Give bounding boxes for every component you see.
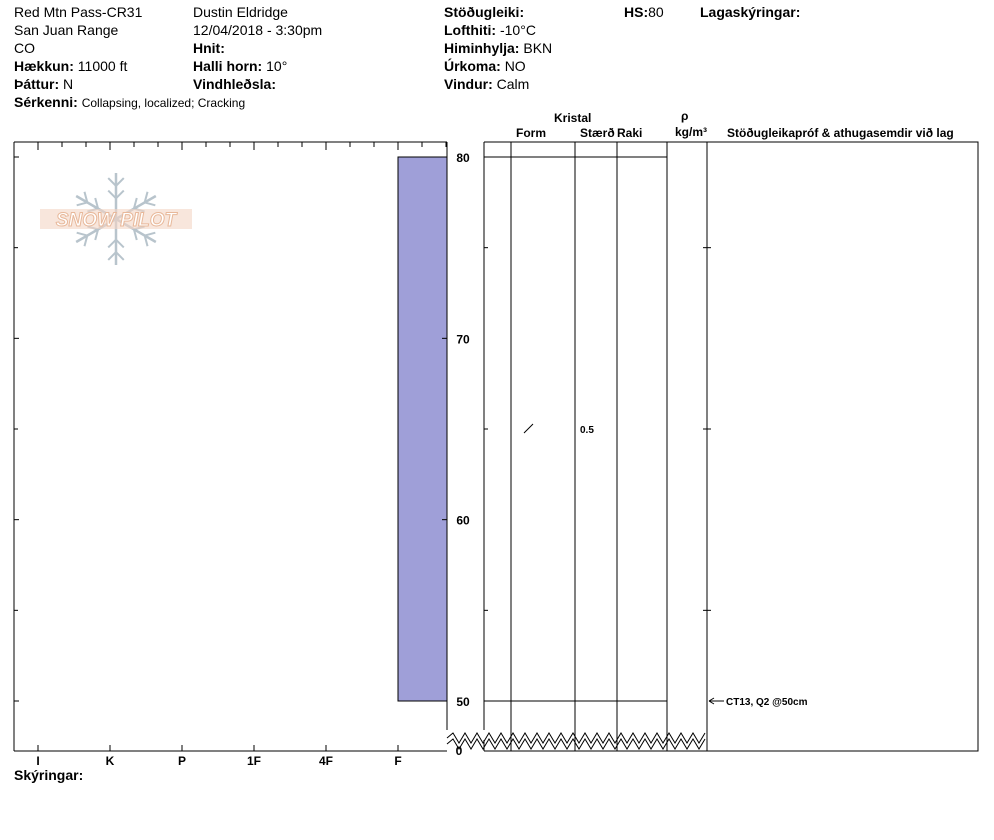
depth-label-50: 50 bbox=[456, 695, 470, 709]
crystal-columns bbox=[483, 141, 979, 752]
tests-header: Stöðugleikapróf & athugasemdir við lag bbox=[727, 126, 954, 140]
precip-value: NO bbox=[504, 58, 526, 74]
density-unit-header: kg/m³ bbox=[675, 125, 708, 139]
flake-branch bbox=[115, 251, 125, 261]
hardness-label-F: F bbox=[394, 754, 401, 768]
observer-name: Dustin Eldridge bbox=[193, 4, 288, 20]
size-header: Stærð bbox=[580, 126, 615, 140]
hardness-bars bbox=[397, 156, 448, 702]
flake-branch bbox=[144, 201, 156, 207]
depth-axis: 80 70 60 50 0 bbox=[14, 142, 706, 758]
logo-banner bbox=[40, 209, 192, 229]
features-value: Collapsing, localized; Cracking bbox=[81, 96, 246, 110]
hardness-label-P: P bbox=[178, 754, 186, 768]
rho-header: ρ bbox=[681, 109, 689, 123]
wind-loading-label: Vindhleðsla: bbox=[193, 76, 276, 92]
flake-branch bbox=[144, 231, 156, 237]
flake-branch bbox=[94, 197, 100, 209]
layer-notes-label: Lagaskýringar: bbox=[700, 4, 801, 20]
observation-datetime: 12/04/2018 - 3:30pm bbox=[193, 22, 323, 38]
test-arrowhead-0 bbox=[708, 697, 715, 705]
air-temp-value: -10°C bbox=[499, 22, 536, 38]
slope-label: Halli horn: bbox=[193, 58, 263, 74]
wind-label: Vindur: bbox=[444, 76, 493, 92]
air-temp-label: Lofthiti: bbox=[444, 22, 497, 38]
test-label-0: CT13, Q2 @50cm bbox=[726, 697, 808, 708]
hardness-label-1F: 1F bbox=[247, 754, 261, 768]
logo-text: SNOW PILOT bbox=[56, 210, 178, 231]
flake-branch bbox=[83, 191, 89, 203]
axis-break-zigzag-a bbox=[446, 732, 706, 744]
notes-label: Skýringar: bbox=[14, 767, 84, 783]
depth-label-0: 0 bbox=[456, 744, 463, 758]
moisture-header: Raki bbox=[617, 126, 643, 140]
hardness-label-4F: 4F bbox=[319, 754, 333, 768]
flake-branch bbox=[132, 229, 138, 241]
flake-branch bbox=[107, 251, 117, 261]
flake-branch bbox=[115, 189, 125, 200]
slope-row: Halli horn: 10° bbox=[193, 58, 287, 74]
flake-branch bbox=[115, 177, 125, 187]
axis-break-zigzag-b bbox=[446, 738, 706, 750]
features-row: Sérkenni: Collapsing, localized; Crackin… bbox=[14, 94, 245, 111]
aspect-label: Þáttur: bbox=[14, 76, 60, 92]
aspect-row: Þáttur: N bbox=[14, 76, 73, 92]
grain-size-0: 0.5 bbox=[580, 425, 594, 436]
wind-value: Calm bbox=[496, 76, 530, 92]
air-temp-row: Lofthiti: -10°C bbox=[444, 22, 536, 38]
precip-label: Úrkoma: bbox=[444, 58, 501, 74]
sky-row: Himinhylja: BKN bbox=[444, 40, 552, 56]
elevation-row: Hækkun: 11000 ft bbox=[14, 58, 127, 74]
flake-branch bbox=[115, 238, 125, 249]
flake-branch bbox=[83, 235, 89, 247]
sky-label: Himinhylja: bbox=[444, 40, 520, 56]
hardness-axis: I K P 1F 4F F bbox=[36, 142, 447, 768]
flake-branch bbox=[132, 197, 138, 209]
hs-value: 80 bbox=[648, 4, 664, 20]
flake-branch bbox=[107, 238, 117, 249]
precip-row: Úrkoma: NO bbox=[444, 58, 526, 74]
location-name: Red Mtn Pass-CR31 bbox=[14, 4, 143, 20]
stability-tests: CT13, Q2 @50cm bbox=[708, 697, 808, 708]
elevation-value: 11000 ft bbox=[77, 58, 128, 74]
coords-label: Hnit: bbox=[193, 40, 225, 56]
flake-branch bbox=[107, 189, 117, 200]
flake-branch bbox=[94, 229, 100, 241]
elevation-label: Hækkun: bbox=[14, 58, 74, 74]
flake-branch bbox=[76, 201, 88, 207]
hs-row: HS:80 bbox=[624, 4, 664, 20]
state: CO bbox=[14, 40, 35, 56]
sky-value: BKN bbox=[523, 40, 553, 56]
wind-row: Vindur: Calm bbox=[444, 76, 529, 92]
tests-panel bbox=[706, 141, 979, 752]
snowpilot-logo: SNOW PILOT bbox=[40, 173, 192, 265]
form-header: Form bbox=[516, 126, 546, 140]
flake-branch bbox=[143, 191, 149, 203]
hardness-label-I: I bbox=[36, 754, 39, 768]
depth-label-60: 60 bbox=[456, 514, 470, 528]
crystal-header: Kristal bbox=[554, 111, 592, 125]
depth-label-70: 70 bbox=[456, 332, 470, 346]
layer-lines: 0.5 bbox=[484, 156, 667, 702]
flake-branch bbox=[143, 235, 149, 247]
hardness-bar-0 bbox=[397, 156, 448, 702]
snowflake-icon bbox=[75, 173, 157, 265]
grain-form-symbol-0 bbox=[523, 423, 534, 434]
mountain-range: San Juan Range bbox=[14, 22, 119, 38]
hs-label: HS: bbox=[624, 4, 649, 20]
flake-branch bbox=[76, 231, 88, 237]
stability-label: Stöðugleiki: bbox=[444, 4, 525, 20]
hardness-label-K: K bbox=[106, 754, 115, 768]
flake-branch bbox=[107, 177, 117, 187]
features-label: Sérkenni: bbox=[14, 94, 78, 110]
depth-label-80: 80 bbox=[456, 151, 470, 165]
aspect-value: N bbox=[63, 76, 74, 92]
slope-value: 10° bbox=[266, 58, 288, 74]
